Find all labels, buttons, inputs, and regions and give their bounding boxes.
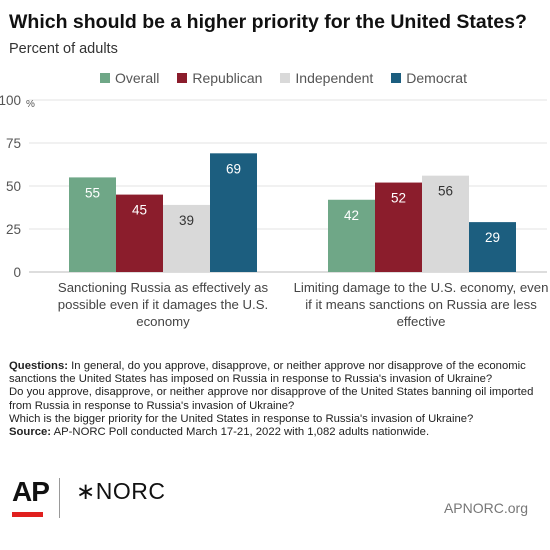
legend-swatch-republican (177, 73, 188, 83)
source-text: AP-NORC Poll conducted March 17-21, 2022… (53, 426, 430, 439)
legend-label-democrat: Democrat (406, 70, 467, 86)
bar-democrat-1 (469, 222, 516, 272)
bar-overall-0 (69, 177, 116, 272)
data-label-independent-0: 39 (179, 213, 194, 228)
source-label: Source: (9, 426, 52, 439)
y-tick-label-0: 0 (13, 265, 21, 280)
legend-label-independent: Independent (295, 70, 374, 86)
ap-logo-bar (12, 512, 43, 517)
ap-logo: AP (12, 476, 50, 507)
bar-independent-0 (163, 204, 210, 272)
legend-item-democrat: Democrat (391, 70, 467, 86)
legend-label-republican: Republican (192, 70, 263, 86)
questions-label: Questions: (9, 360, 68, 372)
y-tick-label-50: 50 (6, 179, 21, 194)
logo-divider (59, 478, 60, 518)
questions-paragraph: Questions: In general, do you approve, d… (9, 360, 544, 386)
y-tick-label-25: 25 (6, 222, 21, 237)
chart-title: Which should be a higher priority for th… (9, 11, 527, 33)
data-label-republican-1: 52 (391, 191, 406, 206)
data-label-overall-1: 42 (344, 208, 359, 223)
legend-swatch-independent (280, 73, 291, 83)
legend-swatch-overall (100, 73, 110, 83)
chart-notes: Questions: In general, do you approve, d… (9, 360, 544, 439)
legend-swatch-democrat (391, 73, 402, 83)
question-1: In general, do you approve, disapprove, … (9, 360, 526, 386)
question-3: Which is the bigger priority for the Uni… (9, 412, 474, 425)
legend-item-republican: Republican (177, 70, 262, 86)
bar-chart: 0 25 50 75 100 % 55 42 45 52 39 56 69 29 Sanctioning R… (0, 93, 549, 329)
source-paragraph: Source: AP-NORC Poll conducted March 17-… (9, 426, 544, 439)
bar-democrat-0 (210, 153, 257, 272)
norc-logo: ∗NORC (76, 478, 166, 504)
legend-item-independent: Independent (280, 70, 373, 86)
category-label-0-2: economy (136, 314, 190, 329)
bar-overall-1 (328, 199, 375, 272)
data-label-independent-1: 56 (438, 184, 453, 199)
legend-label-overall: Overall (115, 70, 160, 86)
bar-republican-1 (375, 182, 422, 272)
data-label-overall-0: 55 (85, 185, 100, 200)
category-label-1-1: if it means sanctions on Russia are less (305, 297, 537, 312)
question-2: Do you approve, disapprove, or neither a… (9, 386, 534, 412)
chart-subtitle: Percent of adults (9, 41, 118, 57)
y-tick-label-100: 100 (0, 93, 21, 108)
category-label-1-2: effective (397, 314, 446, 329)
data-label-republican-0: 45 (132, 203, 147, 218)
y-tick-label-75: 75 (6, 136, 21, 151)
bar-independent-1 (422, 175, 469, 272)
site-link[interactable]: APNORC.org (443, 500, 528, 516)
category-label-0-0: Sanctioning Russia as effectively as (58, 280, 269, 295)
category-label-1-0: Limiting damage to the U.S. economy, eve… (294, 280, 549, 295)
data-label-democrat-0: 69 (226, 161, 241, 176)
legend-item-overall: Overall (100, 70, 159, 86)
legend: Overall Republican Independent Democrat (100, 70, 467, 86)
y-unit-label: % (26, 99, 35, 110)
bar-republican-0 (116, 194, 163, 272)
data-label-democrat-1: 29 (485, 230, 500, 245)
category-label-0-1: possible even if it damages the U.S. (58, 297, 268, 312)
